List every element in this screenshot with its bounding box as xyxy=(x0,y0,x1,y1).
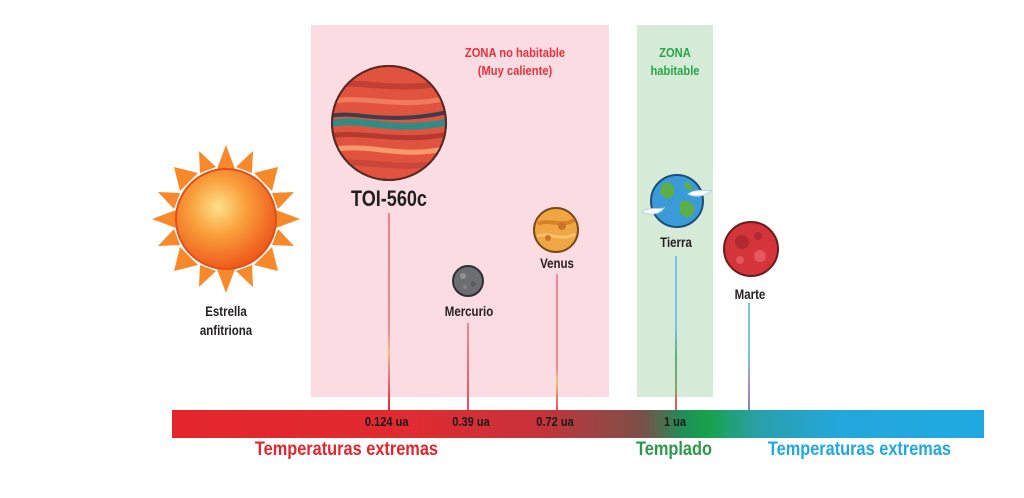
zone-hot-title-line2: (Muy caliente) xyxy=(477,63,553,78)
stem-toi-560c xyxy=(388,213,390,410)
zone-habitable-title: ZONA habitable xyxy=(642,44,707,80)
marte-planet-icon xyxy=(723,221,779,277)
temperature-label-left: Temperaturas extremas xyxy=(254,439,439,460)
zone-habitable-title-line1: ZONA xyxy=(659,45,691,60)
stem-venus xyxy=(556,274,558,410)
distance-label-toi-560c: 0.124 ua xyxy=(364,414,409,429)
star-label-line1: Estrella xyxy=(205,303,247,319)
planet-label-marte: Marte xyxy=(734,286,766,302)
zone-hot-title: ZONA no habitable (Muy caliente) xyxy=(433,44,596,80)
planet-label-tierra: Tierra xyxy=(660,234,692,250)
stem-mercurio xyxy=(467,323,469,410)
star-label-line2: anfitriona xyxy=(199,322,253,338)
planet-label-mercurio: Mercurio xyxy=(444,303,494,319)
sun-icon xyxy=(152,145,300,293)
temperature-label-middle: Templado xyxy=(636,439,712,460)
mercurio-planet-icon xyxy=(452,265,484,297)
stem-tierra xyxy=(675,256,677,410)
distance-label-tierra: 1 ua xyxy=(663,414,687,429)
distance-label-mercurio: 0.39 ua xyxy=(452,414,490,429)
zone-habitable-title-line2: habitable xyxy=(650,63,700,78)
distance-label-venus: 0.72 ua xyxy=(536,414,574,429)
planet-label-toi-560c: TOI-560c xyxy=(351,186,427,211)
star-label: Estrella anfitriona xyxy=(185,302,267,340)
temperature-scale-bar xyxy=(172,410,984,438)
planet-label-venus: Venus xyxy=(540,255,574,271)
stem-marte xyxy=(748,303,750,410)
tierra-planet-icon xyxy=(641,174,713,228)
venus-planet-icon xyxy=(533,207,579,253)
toi-560c-planet-icon xyxy=(331,65,447,181)
zone-hot-title-line1: ZONA no habitable xyxy=(464,45,566,60)
temperature-label-right: Temperaturas extremas xyxy=(767,439,952,460)
